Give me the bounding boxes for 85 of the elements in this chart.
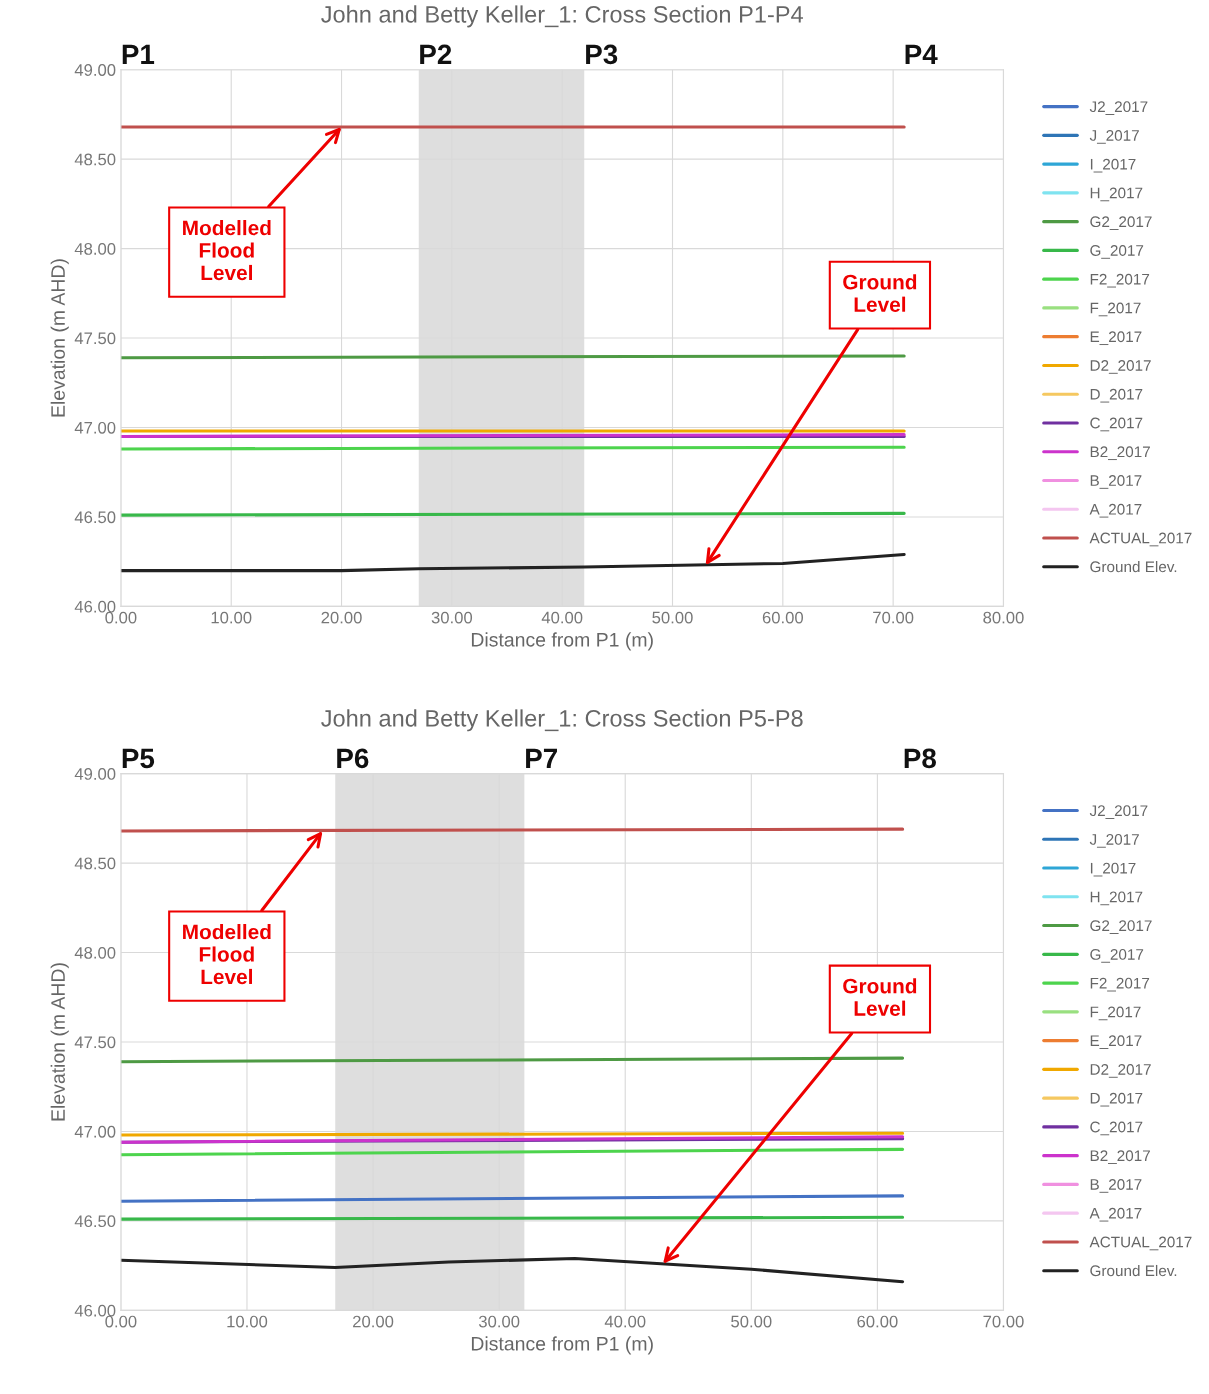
chart-title: John and Betty Keller_1: Cross Section P5-P8 [321,709,803,732]
y-tick-label: 48.50 [74,153,116,166]
legend-label: E_2017 [1090,1035,1142,1049]
legend-label: C_2017 [1090,1121,1143,1136]
legend-label: ACTUAL_2017 [1089,1236,1192,1251]
legend-label: ACTUAL_2017 [1089,532,1192,547]
chart-title: John and Betty Keller_1: Cross Section P1-P4 [321,5,803,28]
text: P3 [586,44,618,65]
annotation: Modelled Flood Level [183,923,271,985]
x-tick-label: 20.00 [353,1315,394,1328]
text: P5 [122,748,155,769]
y-tick-label: 46.00 [74,1304,116,1317]
y-axis-title: Elevation (m AHD) [50,259,69,417]
legend-label: D_2017 [1090,388,1143,403]
y-tick-label: 49.00 [74,64,116,76]
legend-label: E_2017 [1090,331,1142,346]
legend-label: G2_2017 [1090,920,1152,934]
text: P2 [420,44,452,64]
x-tick-label: 60.00 [762,611,804,624]
annotation: Ground Level [843,274,917,312]
legend-label: H_2017 [1090,187,1143,202]
legend-label: F_2017 [1090,302,1141,317]
legend-label: Ground Elev. [1090,560,1177,573]
annotation: Modelled Flood Level [183,220,271,281]
legend-label: F2_2017 [1090,977,1150,992]
y-tick-label: 46.50 [74,511,116,524]
legend-label: D2_2017 [1090,360,1151,374]
y-tick-label: 46.50 [74,1215,116,1228]
y-tick-label: 48.50 [74,857,116,870]
y-tick-label: 47.50 [74,332,116,345]
x-tick-label: 0.00 [105,611,137,624]
x-tick-label: 30.00 [431,611,473,624]
legend-label: G_2017 [1090,245,1144,259]
x-tick-label: 80.00 [983,611,1024,624]
legend-label: Ground Elev. [1090,1264,1177,1277]
legend-label: B_2017 [1090,475,1142,489]
legend-label: B2_2017 [1090,446,1150,461]
x-tick-label: 40.00 [541,611,583,624]
legend-label: J_2017 [1089,130,1139,144]
legend-label: D_2017 [1090,1092,1143,1107]
y-tick-label: 49.00 [74,768,116,780]
y-tick-label: 46.00 [74,600,116,613]
legend-label: H_2017 [1090,891,1143,906]
legend-label: I_2017 [1090,158,1136,173]
x-tick-label: 60.00 [857,1315,898,1328]
x-tick-label: 50.00 [731,1315,772,1328]
text: P7 [526,748,557,768]
y-tick-label: 47.00 [74,421,116,434]
y-tick-label: 48.00 [74,946,116,959]
y-tick-label: 47.50 [74,1036,116,1049]
x-tick-label: 40.00 [604,1315,646,1328]
text: P4 [905,44,938,64]
x-tick-label: 10.00 [227,1315,268,1328]
x-tick-label: 10.00 [211,611,252,624]
y-tick-label: 48.00 [74,243,116,255]
legend-label: J_2017 [1089,834,1139,848]
x-tick-label: 20.00 [321,611,362,624]
legend-label: B_2017 [1090,1179,1142,1193]
y-tick-label: 47.00 [74,1125,116,1138]
legend-label: D2_2017 [1090,1064,1151,1078]
line-series [120,552,906,573]
legend-label: F_2017 [1090,1006,1141,1021]
text: P8 [904,748,936,769]
x-tick-label: 30.00 [478,1315,520,1328]
legend-label: B2_2017 [1090,1150,1150,1165]
x-tick-label: 70.00 [873,611,914,624]
legend-label: J2_2017 [1089,101,1148,115]
legend-label: G2_2017 [1090,216,1152,231]
legend-label: F2_2017 [1090,273,1150,288]
legend-label: A_2017 [1089,503,1142,518]
legend-label: G_2017 [1090,949,1144,963]
line-series [120,1256,905,1284]
legend-label: A_2017 [1089,1207,1142,1222]
legend-label: I_2017 [1090,862,1136,877]
legend-label: C_2017 [1090,417,1143,432]
x-tick-label: 50.00 [652,611,693,624]
x-tick-label: 70.00 [983,1315,1024,1328]
text: P6 [337,748,369,769]
x-tick-label: 0.00 [105,1315,137,1328]
x-axis-title: Distance from P1 (m) [471,632,653,651]
y-axis-title: Elevation (m AHD) [50,963,69,1121]
legend-label: J2_2017 [1089,805,1148,819]
text: P1 [122,44,155,64]
x-axis-title: Distance from P1 (m) [471,1336,653,1355]
annotation: Ground Level [843,978,917,1016]
